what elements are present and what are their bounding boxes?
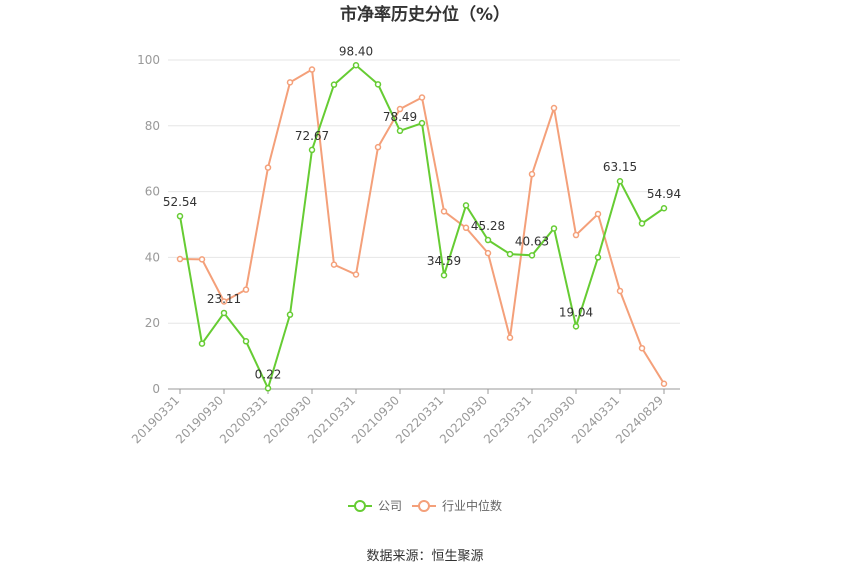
chart-title: 市净率历史分位（%） <box>340 4 510 25</box>
data-point <box>308 66 316 73</box>
data-point <box>462 202 470 209</box>
data-point <box>506 334 514 341</box>
data-label: 78.49 <box>383 110 417 124</box>
data-point <box>242 338 250 345</box>
data-point <box>638 220 646 227</box>
data-point <box>484 249 492 257</box>
data-point <box>374 143 382 151</box>
y-axis: 0 20 40 60 80 100 <box>137 53 160 396</box>
data-label: 54.94 <box>647 187 681 201</box>
data-point <box>220 298 228 305</box>
data-point <box>550 104 558 112</box>
data-label: 0.22 <box>255 367 282 381</box>
data-point <box>660 380 668 387</box>
data-point <box>462 224 470 232</box>
y-tick-label: 60 <box>145 185 160 199</box>
data-point <box>440 208 448 215</box>
data-point <box>440 271 448 279</box>
data-label: 23.11 <box>207 292 241 306</box>
data-point <box>660 204 668 212</box>
y-tick-label: 80 <box>145 119 160 133</box>
grid-lines <box>168 59 680 324</box>
data-point <box>418 119 426 127</box>
y-tick-label: 100 <box>137 53 160 67</box>
series-layer <box>176 62 668 392</box>
legend-label: 公司 <box>378 499 402 513</box>
data-point <box>506 250 514 258</box>
data-point <box>374 81 382 88</box>
legend-marker <box>354 500 366 512</box>
legend-marker <box>418 500 430 512</box>
data-source: 数据来源：恒生聚源 <box>366 549 483 564</box>
data-point <box>264 164 272 171</box>
legend-label: 行业中位数 <box>442 498 502 513</box>
data-label: 52.54 <box>163 195 197 209</box>
data-label: 34.59 <box>427 254 461 268</box>
data-point <box>572 231 580 239</box>
data-point <box>330 81 338 88</box>
series-line <box>179 67 665 385</box>
data-point <box>594 254 602 261</box>
data-point <box>528 170 536 178</box>
data-label: 40.63 <box>515 234 549 248</box>
data-labels: 52.54 23.11 0.22 72.67 98.40 78.49 34.59 45.28 4… <box>163 44 681 381</box>
data-point <box>242 286 250 293</box>
data-point <box>418 94 426 101</box>
data-point <box>594 210 602 218</box>
y-tick-label: 0 <box>152 382 160 396</box>
y-tick-label: 40 <box>145 250 160 264</box>
data-point <box>638 344 646 352</box>
data-point <box>198 256 206 263</box>
y-tick-label: 20 <box>145 316 160 330</box>
series-line <box>179 63 665 392</box>
data-label: 19.04 <box>559 305 593 319</box>
data-point <box>616 177 624 185</box>
data-point <box>352 62 360 69</box>
data-point <box>616 287 624 295</box>
x-tick-label: 20240829 <box>613 393 666 446</box>
data-point <box>286 311 294 318</box>
data-point <box>264 385 272 392</box>
data-point <box>198 340 206 347</box>
data-label: 45.28 <box>471 219 505 233</box>
data-point <box>176 212 184 220</box>
legend[interactable]: 公司 行业中位数 <box>348 498 502 513</box>
data-point <box>176 255 184 263</box>
data-point <box>286 79 294 86</box>
data-label: 98.40 <box>339 44 373 58</box>
data-point <box>484 236 492 244</box>
data-point <box>528 252 536 259</box>
data-point <box>220 309 228 317</box>
x-axis: 2019033120190930202003312020093020210331… <box>129 388 680 446</box>
data-label: 63.15 <box>603 160 637 174</box>
data-point <box>308 146 316 154</box>
data-point <box>330 261 338 268</box>
data-point <box>572 323 580 330</box>
data-point <box>396 127 404 135</box>
data-label: 72.67 <box>295 129 329 143</box>
data-point <box>550 225 558 232</box>
data-point <box>396 105 404 113</box>
data-point <box>352 271 360 278</box>
